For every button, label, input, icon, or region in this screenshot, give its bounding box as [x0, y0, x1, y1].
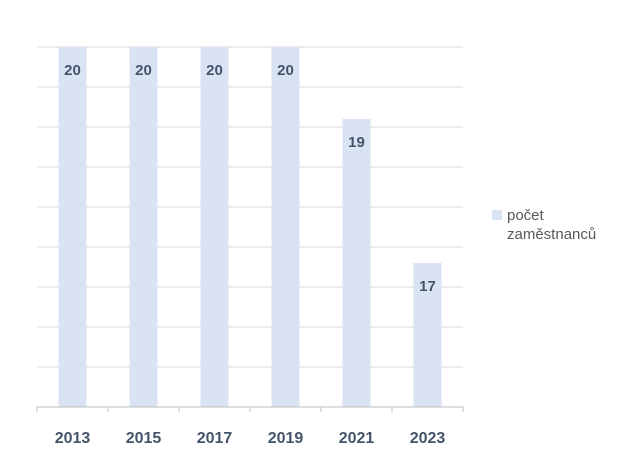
- x-tick-label-2021: 2021: [339, 430, 375, 447]
- data-label-2013: 20: [64, 62, 81, 79]
- legend: počet zaměstnanců: [492, 206, 627, 244]
- bar-2015: [129, 47, 158, 407]
- x-tick-label-2013: 2013: [55, 430, 91, 447]
- x-tick-label-2023: 2023: [410, 430, 446, 447]
- data-label-2017: 20: [206, 62, 223, 79]
- legend-swatch: [492, 210, 502, 220]
- bar-2019: [271, 47, 300, 407]
- data-label-2019: 20: [277, 62, 294, 79]
- data-label-2021: 19: [348, 134, 365, 151]
- bar-2023: [413, 263, 442, 407]
- x-tick-labels: 2013 2015 2017 2019 2021 2023: [55, 430, 446, 447]
- bar-2013: [58, 47, 87, 407]
- bars: [58, 47, 442, 407]
- x-tick-label-2017: 2017: [197, 430, 233, 447]
- bar-2021: [342, 119, 371, 407]
- gridlines: [37, 46, 463, 368]
- x-tick-label-2019: 2019: [268, 430, 304, 447]
- x-tick-label-2015: 2015: [126, 430, 162, 447]
- bar-2017: [200, 47, 229, 407]
- legend-label: počet zaměstnanců: [507, 207, 597, 243]
- x-axis: [36, 406, 464, 412]
- data-label-2023: 17: [419, 278, 436, 295]
- data-label-2015: 20: [135, 62, 152, 79]
- data-labels: 20 20 20 20 19 17: [64, 62, 436, 295]
